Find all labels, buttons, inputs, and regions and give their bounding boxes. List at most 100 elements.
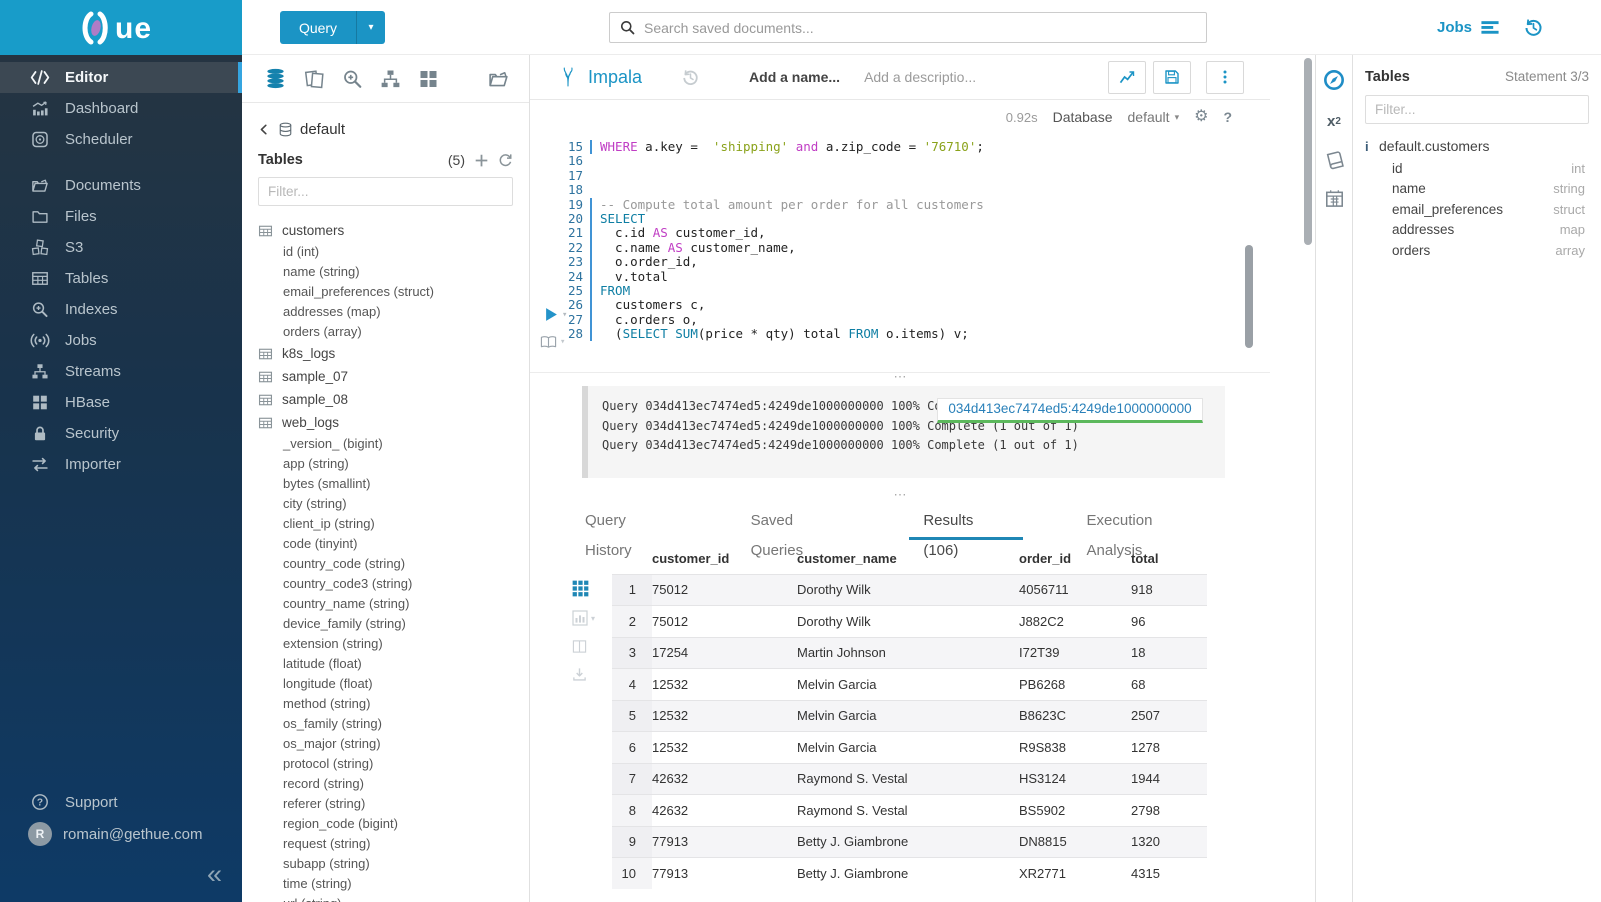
sidebar-collapse-icon[interactable]: « <box>206 859 222 889</box>
streams-assist-icon[interactable] <box>380 69 401 89</box>
language-reference-icon[interactable] <box>1325 151 1344 170</box>
nav-item-hbase[interactable]: HBase <box>0 387 242 418</box>
query-name-field[interactable]: Add a name... <box>749 69 841 85</box>
column-record[interactable]: record (string) <box>283 776 364 791</box>
snippet-docs-button[interactable]: ▾ <box>540 335 565 349</box>
nav-item-dashboard[interactable]: Dashboard <box>0 93 242 124</box>
column-time[interactable]: time (string) <box>283 876 352 891</box>
column-method[interactable]: method (string) <box>283 696 371 711</box>
column-os-family[interactable]: os_family (string) <box>283 716 382 731</box>
column-region-code[interactable]: region_code (bigint) <box>283 816 398 831</box>
nav-item-indexes[interactable]: Indexes <box>0 294 242 325</box>
save-button[interactable] <box>1153 60 1191 94</box>
results-resize-handle[interactable]: ⋯ <box>893 487 907 502</box>
sql-assist-icon[interactable] <box>264 68 287 89</box>
column-protocol[interactable]: protocol (string) <box>283 756 374 771</box>
chart-view-control[interactable]: ▾ <box>572 610 595 626</box>
hue-logo[interactable]: ue <box>0 0 242 55</box>
hbase-assist-icon[interactable] <box>418 69 439 89</box>
query-description-field[interactable]: Add a descriptio... <box>864 69 977 85</box>
column-request[interactable]: request (string) <box>283 836 371 851</box>
assistant-compass-icon[interactable] <box>1323 69 1345 91</box>
settings-gear-icon[interactable]: ⚙ <box>1194 108 1209 125</box>
column-city[interactable]: city (string) <box>283 496 347 511</box>
table-row[interactable]: 10 77913 Betty J. Giambrone XR2771 4315 <box>612 857 1207 889</box>
column-client-ip[interactable]: client_ip (string) <box>283 516 375 531</box>
column-orders[interactable]: orders (array) <box>283 324 362 339</box>
column-country-code[interactable]: country_code (string) <box>283 556 406 571</box>
right-column-email-preferences[interactable]: email_preferences struct <box>1365 199 1589 220</box>
breadcrumb[interactable]: default <box>258 115 513 143</box>
help-icon[interactable]: ? <box>1223 109 1232 125</box>
column-addresses[interactable]: addresses (map) <box>283 304 381 319</box>
column-latitude[interactable]: latitude (float) <box>283 656 362 671</box>
add-table-icon[interactable] <box>474 153 489 168</box>
column-id[interactable]: id (int) <box>283 244 320 259</box>
column-device-family[interactable]: device_family (string) <box>283 616 406 631</box>
column-longitude[interactable]: longitude (float) <box>283 676 373 691</box>
query-dropdown-button[interactable]: ▾ <box>356 11 385 44</box>
table-sample-08[interactable]: sample_08 <box>258 388 513 411</box>
column-header-customer-name[interactable]: customer_name <box>797 551 897 567</box>
tab-results-106[interactable]: Results (106) <box>909 506 1023 559</box>
chart-button[interactable] <box>1108 60 1146 94</box>
database-selector[interactable]: default ▾ <box>1128 109 1180 125</box>
documents-assist-icon[interactable] <box>304 69 325 89</box>
nav-item-files[interactable]: Files <box>0 201 242 232</box>
info-icon[interactable]: i <box>1365 138 1369 154</box>
indexes-assist-icon[interactable] <box>342 69 363 89</box>
grid-view-icon[interactable] <box>572 580 589 597</box>
active-table-row[interactable]: i default.customers <box>1365 134 1589 158</box>
right-column-id[interactable]: id int <box>1365 158 1589 179</box>
editor-scrollbar[interactable] <box>1245 245 1253 348</box>
column-header-total[interactable]: total <box>1131 551 1159 567</box>
right-filter-input[interactable] <box>1365 95 1589 124</box>
column-subapp[interactable]: subapp (string) <box>283 856 370 871</box>
column-version[interactable]: _version_ (bigint) <box>283 436 383 451</box>
jobs-list-icon[interactable] <box>1480 20 1500 35</box>
table-web-logs[interactable]: web_logs <box>258 411 513 434</box>
nav-item-streams[interactable]: Streams <box>0 356 242 387</box>
refresh-tables-icon[interactable] <box>498 153 513 168</box>
tab-saved-queries[interactable]: Saved Queries <box>750 512 804 559</box>
table-row[interactable]: 7 42632 Raymond S. Vestal HS3124 1944 <box>612 763 1207 795</box>
download-icon[interactable] <box>572 667 587 682</box>
nav-item-importer[interactable]: Importer <box>0 449 242 480</box>
back-chevron-icon[interactable] <box>258 123 270 136</box>
execute-button[interactable]: ▾ <box>545 307 567 322</box>
column-code[interactable]: code (tinyint) <box>283 536 358 551</box>
table-row[interactable]: 3 17254 Martin Johnson I72T39 18 <box>612 637 1207 669</box>
column-country-code3[interactable]: country_code3 (string) <box>283 576 413 591</box>
table-sample-07[interactable]: sample_07 <box>258 365 513 388</box>
column-extension[interactable]: extension (string) <box>283 636 383 651</box>
nav-item-tables[interactable]: Tables <box>0 263 242 294</box>
right-column-orders[interactable]: orders array <box>1365 240 1589 261</box>
projects-assist-icon[interactable] <box>488 69 509 89</box>
jobs-link[interactable]: Jobs <box>1436 19 1472 36</box>
log-resize-handle[interactable]: ⋯ <box>530 370 1270 386</box>
column-email-preferences[interactable]: email_preferences (struct) <box>283 284 434 299</box>
table-row[interactable]: 5 12532 Melvin Garcia B8623C 2507 <box>612 700 1207 732</box>
query-button[interactable]: Query <box>280 11 356 44</box>
database-name[interactable]: default <box>300 120 346 138</box>
right-column-name[interactable]: name string <box>1365 179 1589 200</box>
column-header-order-id[interactable]: order_id <box>1019 551 1072 567</box>
support-link[interactable]: ? Support <box>0 786 242 818</box>
column-os-major[interactable]: os_major (string) <box>283 736 381 751</box>
schedule-icon[interactable] <box>1325 189 1344 208</box>
table-row[interactable]: 6 12532 Melvin Garcia R9S838 1278 <box>612 731 1207 763</box>
table-row[interactable]: 9 77913 Betty J. Giambrone DN8815 1320 <box>612 826 1207 858</box>
column-referer[interactable]: referer (string) <box>283 796 366 811</box>
table-row[interactable]: 8 42632 Raymond S. Vestal BS5902 2798 <box>612 794 1207 826</box>
column-url[interactable]: url (string) <box>258 894 513 902</box>
nav-item-jobs[interactable]: Jobs <box>0 325 242 356</box>
column-bytes[interactable]: bytes (smallint) <box>283 476 371 491</box>
search-input[interactable] <box>644 19 1196 36</box>
user-menu[interactable]: R romain@gethue.com <box>0 818 242 850</box>
active-table-name[interactable]: default.customers <box>1379 138 1490 154</box>
column-app[interactable]: app (string) <box>283 456 349 471</box>
tab-query-history[interactable]: Query History <box>585 512 632 559</box>
right-column-addresses[interactable]: addresses map <box>1365 220 1589 241</box>
play-caret-icon[interactable]: ▾ <box>562 309 568 320</box>
